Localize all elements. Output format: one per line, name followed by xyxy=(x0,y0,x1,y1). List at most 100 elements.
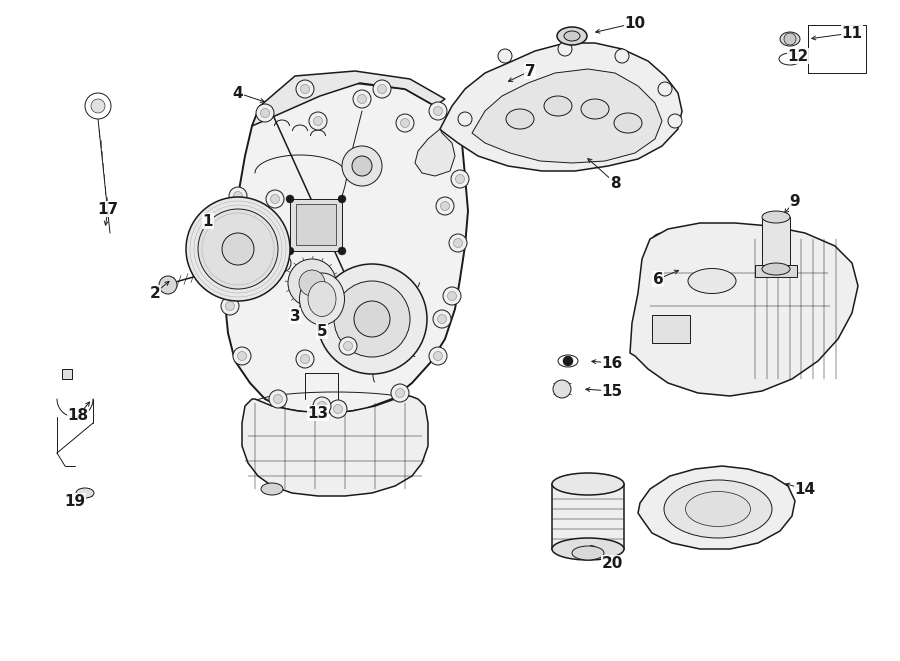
Circle shape xyxy=(159,276,177,294)
Circle shape xyxy=(440,202,449,210)
Text: 15: 15 xyxy=(601,383,623,399)
Polygon shape xyxy=(62,369,72,379)
Polygon shape xyxy=(472,69,662,163)
Bar xyxy=(755,265,797,277)
Circle shape xyxy=(334,405,343,414)
Circle shape xyxy=(329,400,347,418)
Bar xyxy=(762,217,790,269)
Ellipse shape xyxy=(300,273,345,325)
Ellipse shape xyxy=(506,109,534,129)
Circle shape xyxy=(301,354,310,364)
Bar xyxy=(552,484,624,549)
Ellipse shape xyxy=(762,263,790,275)
Circle shape xyxy=(553,380,571,398)
Circle shape xyxy=(339,337,357,355)
Circle shape xyxy=(334,281,410,357)
Text: 13: 13 xyxy=(308,405,328,420)
Circle shape xyxy=(454,239,463,247)
Circle shape xyxy=(377,85,386,93)
Circle shape xyxy=(498,49,512,63)
Circle shape xyxy=(313,116,322,126)
Circle shape xyxy=(313,397,331,415)
Circle shape xyxy=(186,197,290,301)
Circle shape xyxy=(434,106,443,116)
Circle shape xyxy=(286,195,294,203)
Circle shape xyxy=(296,350,314,368)
Ellipse shape xyxy=(564,31,580,41)
Polygon shape xyxy=(440,43,682,171)
Text: 19: 19 xyxy=(65,494,86,508)
Circle shape xyxy=(443,287,461,305)
Text: 4: 4 xyxy=(233,85,243,100)
Circle shape xyxy=(318,401,327,410)
Text: 2: 2 xyxy=(149,286,160,301)
Circle shape xyxy=(437,315,446,323)
Ellipse shape xyxy=(552,473,624,495)
Circle shape xyxy=(226,301,235,311)
Circle shape xyxy=(309,112,327,130)
Bar xyxy=(808,25,866,73)
Circle shape xyxy=(447,292,456,301)
Circle shape xyxy=(269,390,287,408)
Text: 18: 18 xyxy=(68,408,88,424)
Ellipse shape xyxy=(581,99,609,119)
Ellipse shape xyxy=(572,546,604,560)
Text: 9: 9 xyxy=(789,194,800,208)
Circle shape xyxy=(391,384,409,402)
Ellipse shape xyxy=(686,492,751,527)
Circle shape xyxy=(222,233,254,265)
Text: 6: 6 xyxy=(652,272,663,286)
Circle shape xyxy=(436,197,454,215)
Circle shape xyxy=(352,156,372,176)
Circle shape xyxy=(317,264,427,374)
Circle shape xyxy=(288,259,336,307)
Text: 20: 20 xyxy=(601,555,623,570)
Ellipse shape xyxy=(614,113,642,133)
Circle shape xyxy=(260,108,269,118)
Circle shape xyxy=(455,175,464,184)
Ellipse shape xyxy=(76,488,94,498)
Circle shape xyxy=(563,356,573,366)
Circle shape xyxy=(396,114,414,132)
Text: 7: 7 xyxy=(525,63,535,79)
Circle shape xyxy=(558,42,572,56)
Circle shape xyxy=(400,118,410,128)
Text: 14: 14 xyxy=(795,481,815,496)
Circle shape xyxy=(357,95,366,104)
Circle shape xyxy=(658,82,672,96)
Ellipse shape xyxy=(688,268,736,293)
Circle shape xyxy=(221,297,239,315)
Circle shape xyxy=(233,347,251,365)
Text: 3: 3 xyxy=(290,309,301,323)
Circle shape xyxy=(458,112,472,126)
Ellipse shape xyxy=(552,538,624,560)
Text: 16: 16 xyxy=(601,356,623,371)
Circle shape xyxy=(434,352,443,360)
Circle shape xyxy=(226,247,235,256)
Circle shape xyxy=(229,187,247,205)
Circle shape xyxy=(338,195,346,203)
Text: 1: 1 xyxy=(202,214,213,229)
Circle shape xyxy=(354,301,390,337)
Circle shape xyxy=(615,49,629,63)
Circle shape xyxy=(277,258,286,268)
Ellipse shape xyxy=(261,483,283,495)
Circle shape xyxy=(429,347,447,365)
Circle shape xyxy=(274,395,283,403)
Circle shape xyxy=(91,99,105,113)
Ellipse shape xyxy=(544,96,572,116)
Circle shape xyxy=(221,242,239,260)
Text: 10: 10 xyxy=(625,15,645,30)
Ellipse shape xyxy=(557,27,587,45)
Polygon shape xyxy=(252,71,445,126)
Polygon shape xyxy=(242,396,428,496)
Polygon shape xyxy=(290,199,342,251)
Circle shape xyxy=(301,85,310,93)
Circle shape xyxy=(342,146,382,186)
Circle shape xyxy=(198,209,278,289)
Text: 17: 17 xyxy=(97,202,119,217)
Ellipse shape xyxy=(664,480,772,538)
Circle shape xyxy=(344,342,353,350)
Ellipse shape xyxy=(308,282,336,317)
Circle shape xyxy=(286,247,294,255)
